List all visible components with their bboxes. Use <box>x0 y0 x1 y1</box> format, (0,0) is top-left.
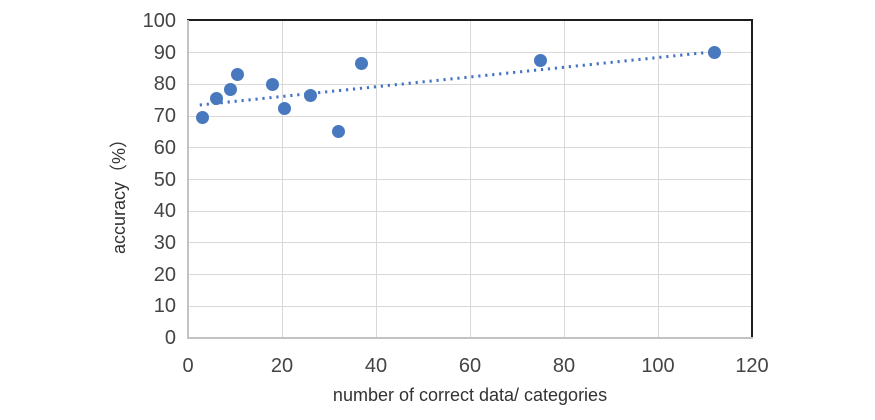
data-point <box>707 46 721 60</box>
y-tick-label: 100 <box>142 10 176 32</box>
trendline <box>199 49 717 107</box>
data-point <box>209 92 223 106</box>
x-tick-label: 60 <box>458 355 482 377</box>
x-tick-label: 80 <box>552 355 576 377</box>
x-tick-label: 0 <box>182 355 194 377</box>
y-tick-label: 20 <box>153 263 176 286</box>
y-tick-label: 30 <box>153 231 176 254</box>
gridline <box>657 21 659 338</box>
y-tick-label: 60 <box>153 136 176 159</box>
gridline <box>375 21 377 338</box>
plot-right-border <box>751 19 753 339</box>
data-point <box>230 68 244 82</box>
x-axis-line <box>187 337 753 339</box>
plot-top-border <box>187 19 753 21</box>
data-point <box>303 88 317 102</box>
gridline <box>563 21 565 338</box>
data-point <box>195 111 209 125</box>
y-tick-label: 0 <box>164 327 176 349</box>
data-point <box>534 54 547 68</box>
data-point <box>277 101 291 115</box>
y-tick-label: 90 <box>153 41 176 64</box>
y-tick-label: 10 <box>153 295 176 318</box>
y-tick-label: 70 <box>153 105 176 128</box>
gridline <box>469 21 471 338</box>
gridline <box>281 21 283 338</box>
data-point <box>331 125 345 139</box>
y-tick-label: 40 <box>153 200 176 223</box>
data-point <box>355 57 369 71</box>
x-tick-label: 100 <box>641 355 675 377</box>
plot-area <box>188 21 752 338</box>
x-axis-title: number of correct data/ categories <box>332 385 608 405</box>
trendline-segment <box>199 49 717 107</box>
y-axis-line <box>187 20 189 338</box>
x-tick-label: 120 <box>735 355 769 377</box>
x-tick-label: 20 <box>270 355 294 377</box>
data-point <box>266 77 280 91</box>
y-tick-label: 50 <box>153 168 176 191</box>
y-tick-label: 80 <box>153 73 176 96</box>
x-tick-label: 40 <box>364 355 388 377</box>
y-axis-title: accuracy（%） <box>109 129 129 255</box>
data-point <box>223 82 237 96</box>
